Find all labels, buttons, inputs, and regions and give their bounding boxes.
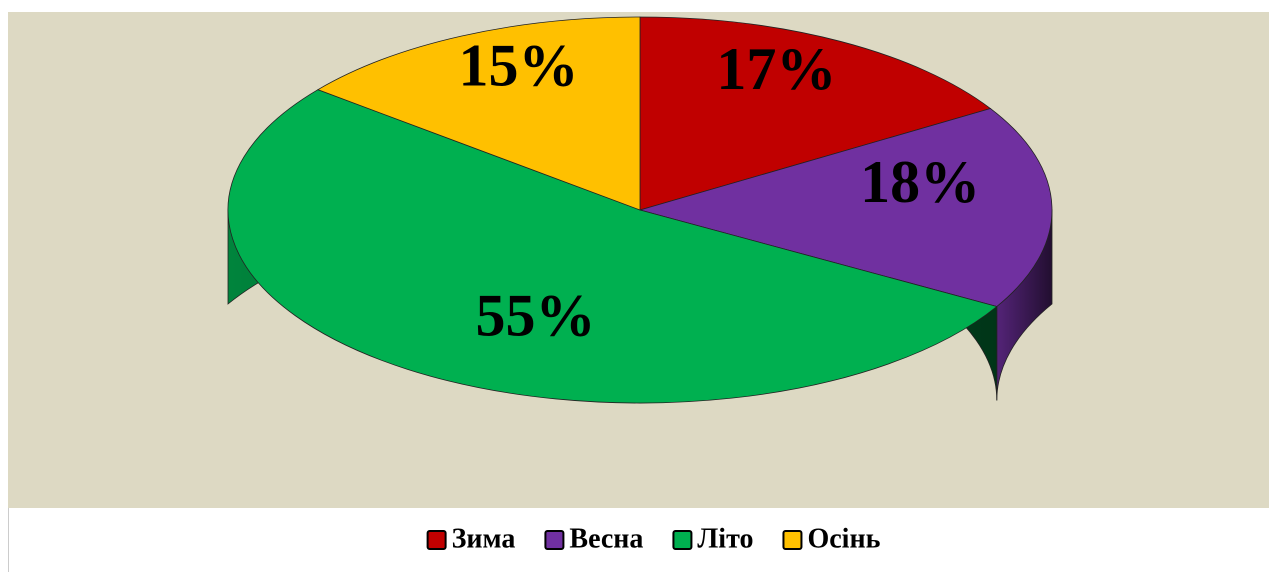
data-label: 55% bbox=[476, 283, 596, 349]
legend-label: Осінь bbox=[807, 523, 880, 554]
slice bbox=[638, 108, 1053, 307]
slice bbox=[227, 89, 998, 404]
legend-label: Весна bbox=[569, 523, 643, 554]
slice bbox=[316, 16, 641, 211]
slice bbox=[639, 16, 992, 211]
data-label: 15% bbox=[458, 33, 578, 99]
data-label: 18% bbox=[860, 149, 980, 215]
legend-swatch bbox=[544, 530, 565, 550]
legend-swatch bbox=[672, 530, 693, 550]
data-label: 17% bbox=[716, 36, 836, 102]
legend-label: Зима bbox=[452, 523, 516, 554]
legend-swatch bbox=[782, 530, 803, 550]
legend-swatch bbox=[426, 530, 447, 550]
legend-label: Літо bbox=[697, 523, 753, 554]
